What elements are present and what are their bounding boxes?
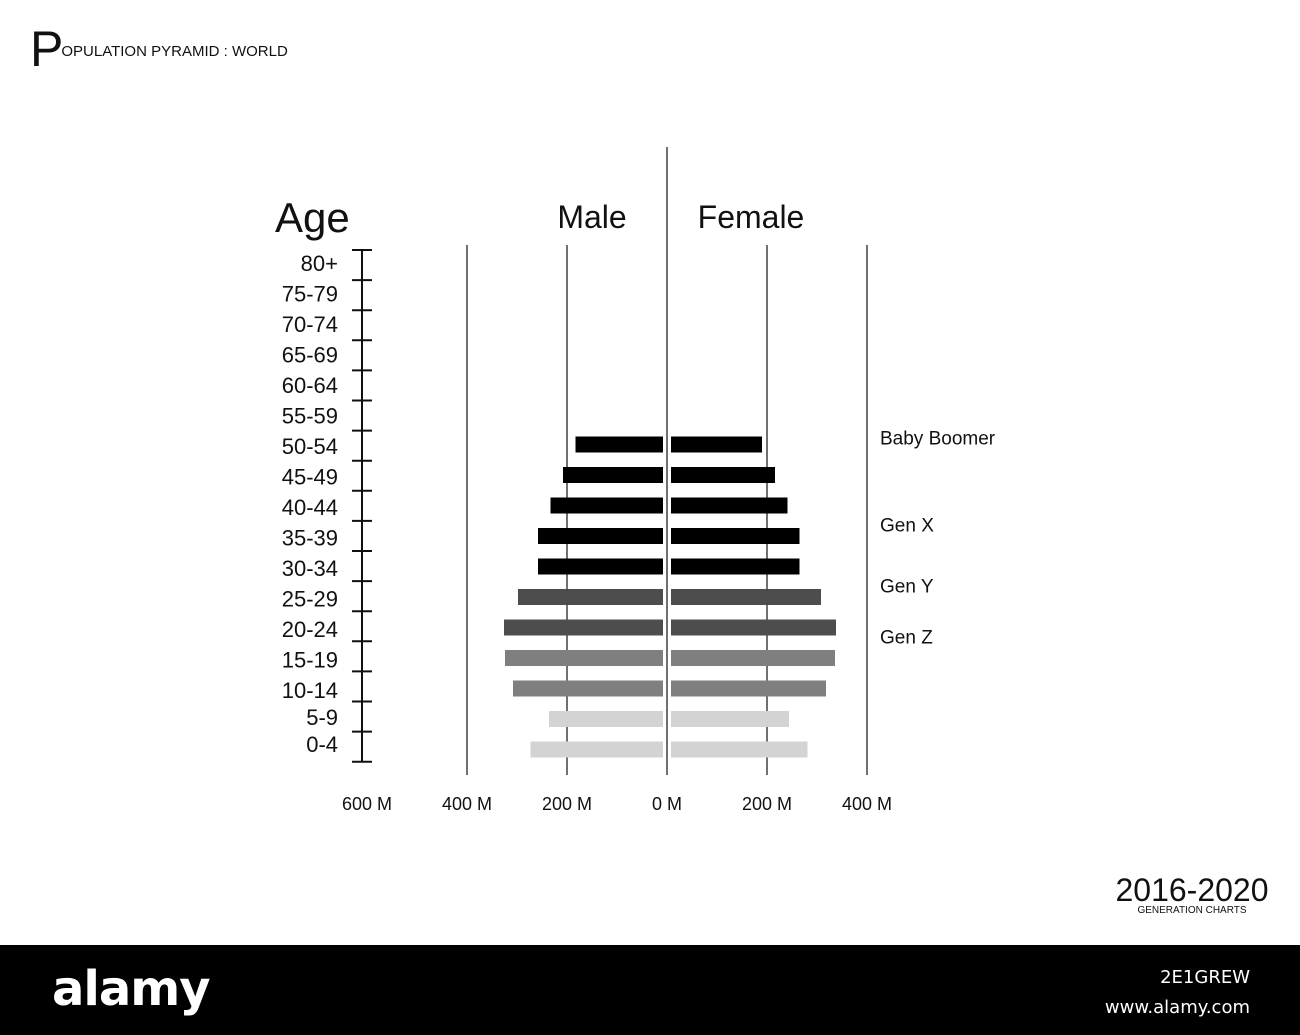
chart-title: POPULATION PYRAMID : WORLD [30,24,290,74]
x-tick-label: 600 M [342,794,392,814]
age-label-15-19: 15-19 [282,648,338,673]
generation-label-gen-z: Gen Z [880,627,933,648]
age-label-75-79: 75-79 [282,282,338,307]
population-pyramid-chart: Age Male Female 80+ 75-79 70-74 65-69 60-64 55-5… [275,147,996,814]
bar-female-60-64 [671,467,775,483]
bar-male-65-69 [575,436,663,453]
x-tick-label: 200 M [542,794,592,814]
bar-male-60-64 [563,467,663,483]
male-header: Male [557,199,626,235]
generation-label-gen-x: Gen X [880,515,934,536]
age-label-20-24: 20-24 [282,617,338,642]
age-label-30-34: 30-34 [282,556,338,581]
age-label-55-59: 55-59 [282,404,338,429]
bar-male-55-59 [550,497,663,514]
footer-site: www.alamy.com [1104,997,1250,1018]
age-label-80+: 80+ [301,251,338,276]
bar-male-50-54 [538,528,663,544]
age-label-40-44: 40-44 [282,495,338,520]
bar-male-25-29 [513,680,663,697]
bar-female-30-34 [671,650,835,666]
bar-male-40-44 [518,589,663,605]
female-header: Female [698,199,805,235]
bar-female-15-19 [671,741,808,758]
title-first-letter: P [30,21,64,77]
generation-label-baby-boomer: Baby Boomer [880,429,996,450]
age-label-0-4: 0-4 [306,732,338,757]
bar-female-20-24 [671,711,789,727]
age-label-25-29: 25-29 [282,587,338,612]
bar-female-25-29 [671,680,826,697]
period-subtitle: GENERATION CHARTS [1137,905,1247,916]
footer-bar: alamy 2E1GREW www.alamy.com [0,945,1300,1035]
bar-female-65-69 [671,436,762,453]
bar-female-40-44 [671,589,821,605]
y-axis-label: Age [275,194,350,241]
bar-female-35-39 [671,619,836,636]
period-years: 2016-2020 [1115,872,1269,908]
age-label-10-14: 10-14 [282,678,338,703]
bar-male-30-34 [505,650,663,666]
age-label-5-9: 5-9 [306,705,338,730]
age-label-60-64: 60-64 [282,373,338,398]
bar-male-45-49 [538,558,663,575]
x-tick-label: 0 M [652,794,682,814]
age-label-35-39: 35-39 [282,526,338,551]
bar-female-50-54 [671,528,800,544]
title-rest: OPULATION PYRAMID : WORLD [61,43,288,60]
generation-label-gen-y: Gen Y [880,576,934,597]
x-tick-label: 400 M [842,794,892,814]
footer-logo: alamy [52,961,211,1017]
period-block: 2016-2020 GENERATION CHARTS [1112,872,1272,916]
age-label-50-54: 50-54 [282,434,338,459]
bar-female-45-49 [671,558,800,575]
footer-image-id: 2E1GREW [1160,967,1250,988]
bar-male-15-19 [530,741,663,758]
x-tick-label: 200 M [742,794,792,814]
age-label-45-49: 45-49 [282,465,338,490]
bar-male-35-39 [504,619,663,636]
x-tick-label: 400 M [442,794,492,814]
bar-female-55-59 [671,497,788,514]
age-label-65-69: 65-69 [282,343,338,368]
bar-male-20-24 [549,711,663,727]
age-label-70-74: 70-74 [282,312,338,337]
